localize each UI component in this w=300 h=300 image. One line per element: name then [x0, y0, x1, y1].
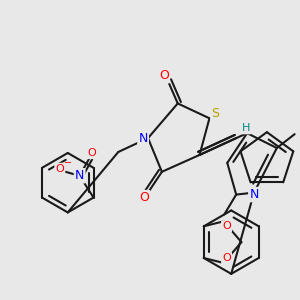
Text: O: O — [222, 253, 231, 263]
Text: N: N — [138, 132, 148, 145]
Text: O: O — [87, 148, 96, 158]
Text: O: O — [56, 164, 64, 174]
Text: N: N — [249, 188, 259, 201]
Text: O: O — [139, 191, 149, 204]
Text: O: O — [159, 69, 169, 82]
Text: O: O — [222, 221, 231, 231]
Text: N: N — [75, 169, 84, 182]
Text: S: S — [212, 107, 219, 120]
Text: H: H — [242, 123, 250, 133]
Text: −: − — [64, 158, 72, 168]
